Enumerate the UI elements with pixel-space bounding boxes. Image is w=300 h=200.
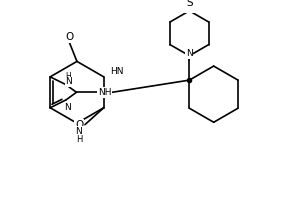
Text: N: N: [65, 77, 72, 86]
Text: H: H: [76, 135, 82, 144]
Text: N: N: [64, 103, 71, 112]
Text: O: O: [75, 120, 83, 130]
Text: HN: HN: [110, 67, 124, 76]
Text: N: N: [186, 49, 193, 58]
Text: N: N: [76, 127, 82, 136]
Text: H: H: [66, 72, 71, 81]
Text: S: S: [186, 0, 193, 8]
Text: NH: NH: [98, 88, 111, 97]
Text: O: O: [65, 32, 74, 42]
